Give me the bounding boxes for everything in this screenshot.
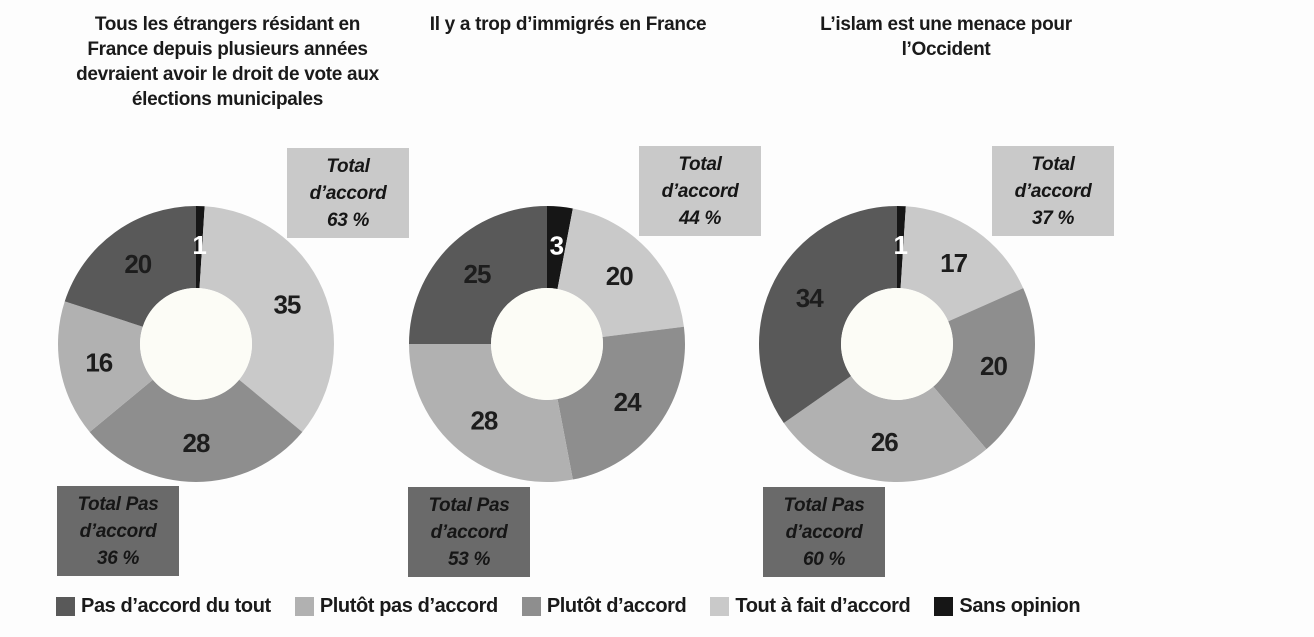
slice-value-label: 20 xyxy=(980,351,1007,381)
donut-chart-vote-municipal: 1 35 28 16 20 xyxy=(57,206,334,482)
legend-item-pas-daccord-du-tout: Pas d’accord du tout xyxy=(56,595,271,618)
pie-slice xyxy=(409,206,547,344)
pie-slice xyxy=(57,301,153,432)
slice-value-label: 3 xyxy=(550,230,564,260)
legend-item-sans-opinion: Sans opinion xyxy=(934,595,1081,618)
slice-value-label: 25 xyxy=(464,259,491,289)
title-line: élections municipales xyxy=(131,89,324,110)
legend-swatch-pas-daccord-du-tout xyxy=(56,597,75,616)
donut-hole xyxy=(140,288,252,400)
slice-value-label: 20 xyxy=(124,249,151,279)
title-line: Il y a trop d’immigrés en France xyxy=(429,14,707,35)
total-disagree-value: 60 % xyxy=(802,549,846,570)
slice-value-label: 24 xyxy=(614,387,642,417)
total-agree-line: d’accord xyxy=(661,181,739,202)
slice-value-label: 35 xyxy=(273,290,300,320)
total-agree-line: d’accord xyxy=(309,183,387,204)
chart-title-vote-municipal: Tous les étrangers résidant en France de… xyxy=(40,12,415,112)
slice-value-label: 16 xyxy=(85,348,112,378)
total-agree-value: 63 % xyxy=(326,210,370,231)
chart-title-islam-menace: L’islam est une menace pour l’Occident xyxy=(791,12,1101,62)
pie-slice xyxy=(900,206,1024,322)
legend: Pas d’accord du tout Plutôt pas d’accord… xyxy=(56,595,1081,618)
total-disagree-line: Total Pas xyxy=(428,495,510,516)
donut-chart-trop-immigres: 3 20 24 28 25 xyxy=(409,206,685,483)
slice-value-label: 28 xyxy=(183,428,210,458)
pie-slice xyxy=(547,206,573,289)
total-agree-box-3: Total d’accord 37 % xyxy=(992,146,1114,236)
total-agree-value: 44 % xyxy=(678,208,722,229)
slice-value-label: 17 xyxy=(940,248,967,278)
legend-label: Tout à fait d’accord xyxy=(735,595,911,617)
legend-swatch-sans-opinion xyxy=(934,597,954,616)
donut-hole xyxy=(491,288,603,400)
total-disagree-value: 53 % xyxy=(447,549,491,570)
total-disagree-line: d’accord xyxy=(79,521,157,542)
pie-slice xyxy=(64,206,196,327)
legend-item-plutot-pas-daccord: Plutôt pas d’accord xyxy=(294,595,498,618)
pie-slice xyxy=(199,206,334,432)
legend-swatch-plutot-daccord xyxy=(521,597,541,616)
title-line: devraient avoir le droit de vote aux xyxy=(76,64,379,85)
pie-slice xyxy=(196,206,205,289)
total-disagree-box-3: Total Pas d’accord 60 % xyxy=(763,487,885,577)
total-agree-line: Total xyxy=(326,156,370,177)
legend-swatch-tout-a-fait-daccord xyxy=(710,597,730,616)
legend-label: Sans opinion xyxy=(959,595,1081,617)
donut-chart-islam-menace: 1 17 20 26 34 xyxy=(759,205,1036,482)
legend-item-plutot-daccord: Plutôt d’accord xyxy=(521,595,687,618)
pie-slice xyxy=(933,288,1036,450)
total-agree-value: 37 % xyxy=(1031,208,1075,229)
slice-value-label: 34 xyxy=(796,283,824,313)
total-agree-box-2: Total d’accord 44 % xyxy=(639,146,761,236)
pie-slice xyxy=(897,205,906,289)
pie-slice xyxy=(557,208,684,337)
pie-slice xyxy=(759,206,897,423)
title-line: L’islam est une menace pour xyxy=(820,14,1072,35)
slice-value-label: 1 xyxy=(893,230,907,260)
legend-label: Plutôt pas d’accord xyxy=(319,595,498,617)
total-disagree-box-1: Total Pas d’accord 36 % xyxy=(57,486,179,576)
legend-label: Plutôt d’accord xyxy=(546,595,687,617)
title-line: France depuis plusieurs années xyxy=(87,39,368,60)
total-agree-box-1: Total d’accord 63 % xyxy=(287,148,409,238)
pie-slice xyxy=(557,326,685,480)
title-line: l’Occident xyxy=(901,39,991,60)
chart-title-trop-immigres: Il y a trop d’immigrés en France xyxy=(390,12,746,37)
total-agree-line: d’accord xyxy=(1014,181,1092,202)
pie-slice xyxy=(409,344,573,483)
legend-item-tout-a-fait-daccord: Tout à fait d’accord xyxy=(710,595,911,618)
pie-slice xyxy=(89,379,303,482)
donut-hole xyxy=(841,288,953,400)
total-disagree-line: Total Pas xyxy=(77,494,159,515)
slice-value-label: 26 xyxy=(871,427,898,457)
slice-value-label: 28 xyxy=(470,405,497,435)
title-line: Tous les étrangers résidant en xyxy=(94,14,361,35)
total-disagree-line: d’accord xyxy=(430,522,508,543)
slice-value-label: 20 xyxy=(606,261,633,291)
legend-label: Pas d’accord du tout xyxy=(81,595,271,617)
total-agree-line: Total xyxy=(1031,154,1075,175)
total-disagree-line: Total Pas xyxy=(783,495,865,516)
pie-slice xyxy=(783,376,987,482)
total-agree-line: Total xyxy=(678,154,722,175)
total-disagree-box-2: Total Pas d’accord 53 % xyxy=(408,487,530,577)
legend-swatch-plutot-pas-daccord xyxy=(294,597,314,616)
total-disagree-line: d’accord xyxy=(785,522,863,543)
total-disagree-value: 36 % xyxy=(96,548,140,569)
slice-value-label: 1 xyxy=(192,230,206,260)
